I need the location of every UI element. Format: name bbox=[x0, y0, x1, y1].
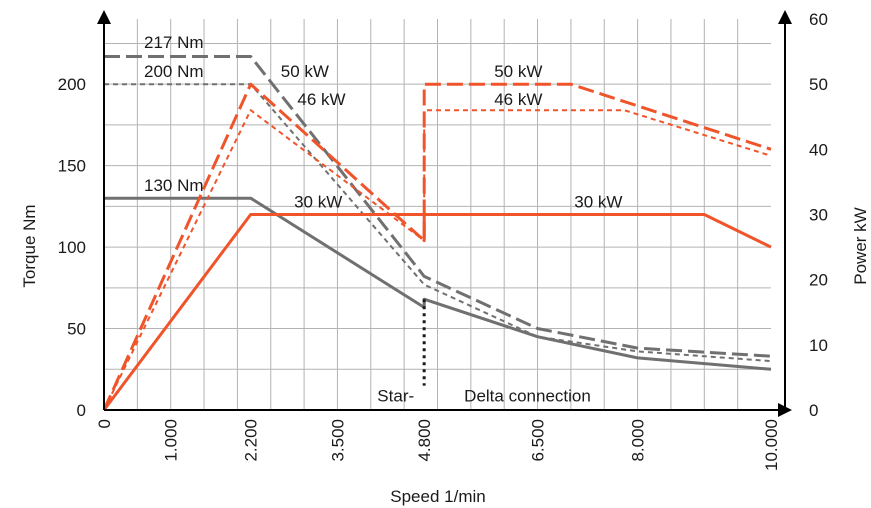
y-left-tick-label: 200 bbox=[58, 75, 86, 94]
y-axis-left-label: Torque Nm bbox=[20, 204, 39, 287]
x-tick-label: 3.500 bbox=[328, 419, 347, 462]
x-axis-label: Speed 1/min bbox=[390, 487, 485, 506]
y-left-tick-label: 50 bbox=[67, 320, 86, 339]
y-left-tick-label: 0 bbox=[77, 401, 86, 420]
y-right-tick-label: 30 bbox=[809, 206, 828, 225]
annotation-label: 30 kW bbox=[294, 192, 342, 211]
y-right-tick-label: 10 bbox=[809, 336, 828, 355]
y-right-tick-label: 40 bbox=[809, 140, 828, 159]
annotation-label: 130 Nm bbox=[144, 176, 204, 195]
x-tick-label: 2.200 bbox=[242, 419, 261, 462]
x-tick-label: 4.800 bbox=[415, 419, 434, 462]
series-line-right-dashed bbox=[102, 82, 772, 411]
y-right-tick-label: 20 bbox=[809, 271, 828, 290]
x-tick-label: 1.000 bbox=[162, 419, 181, 462]
annotation-label: Star- bbox=[377, 386, 414, 405]
annotation-label: Delta connection bbox=[464, 386, 591, 405]
series-group bbox=[102, 55, 772, 411]
x-tick-label: 0 bbox=[95, 419, 114, 428]
x-tick-label: 6.500 bbox=[529, 419, 548, 462]
x-tick-label: 8.000 bbox=[629, 419, 648, 462]
y-right-tick-label: 50 bbox=[809, 75, 828, 94]
y-axis-right-label: Power kW bbox=[851, 207, 870, 284]
y-right-tick-label: 60 bbox=[809, 10, 828, 29]
annotation-label: 50 kW bbox=[494, 62, 542, 81]
axes bbox=[97, 10, 792, 417]
annotation-label: 50 kW bbox=[281, 62, 329, 81]
annotations: 217 Nm 200 Nm 130 Nm 50 kW 46 kW 30 kW 50 kW 46… bbox=[144, 33, 622, 406]
tick-labels: 0 1.000 2.200 3.500 4.800 6.500 8.000 10.000 0 50… bbox=[58, 10, 828, 471]
y-left-tick-label: 150 bbox=[58, 157, 86, 176]
annotation-label: 217 Nm bbox=[144, 33, 204, 52]
series-line-left-solid bbox=[104, 196, 772, 371]
annotation-label: 46 kW bbox=[297, 90, 345, 109]
series-line-left-dashed bbox=[104, 55, 772, 358]
x-tick-label: 10.000 bbox=[762, 419, 781, 471]
series-line-right-solid bbox=[102, 213, 772, 411]
annotation-label: 30 kW bbox=[574, 192, 622, 211]
y-axis-right-arrow bbox=[778, 10, 792, 24]
series-line-right-dotted bbox=[103, 109, 772, 411]
y-left-tick-label: 100 bbox=[58, 238, 86, 257]
annotation-label: 200 Nm bbox=[144, 62, 204, 81]
series-line-left-dotted bbox=[104, 83, 772, 363]
y-right-tick-label: 0 bbox=[809, 401, 818, 420]
annotation-label: 46 kW bbox=[494, 90, 542, 109]
y-axis-left-arrow bbox=[97, 10, 111, 24]
